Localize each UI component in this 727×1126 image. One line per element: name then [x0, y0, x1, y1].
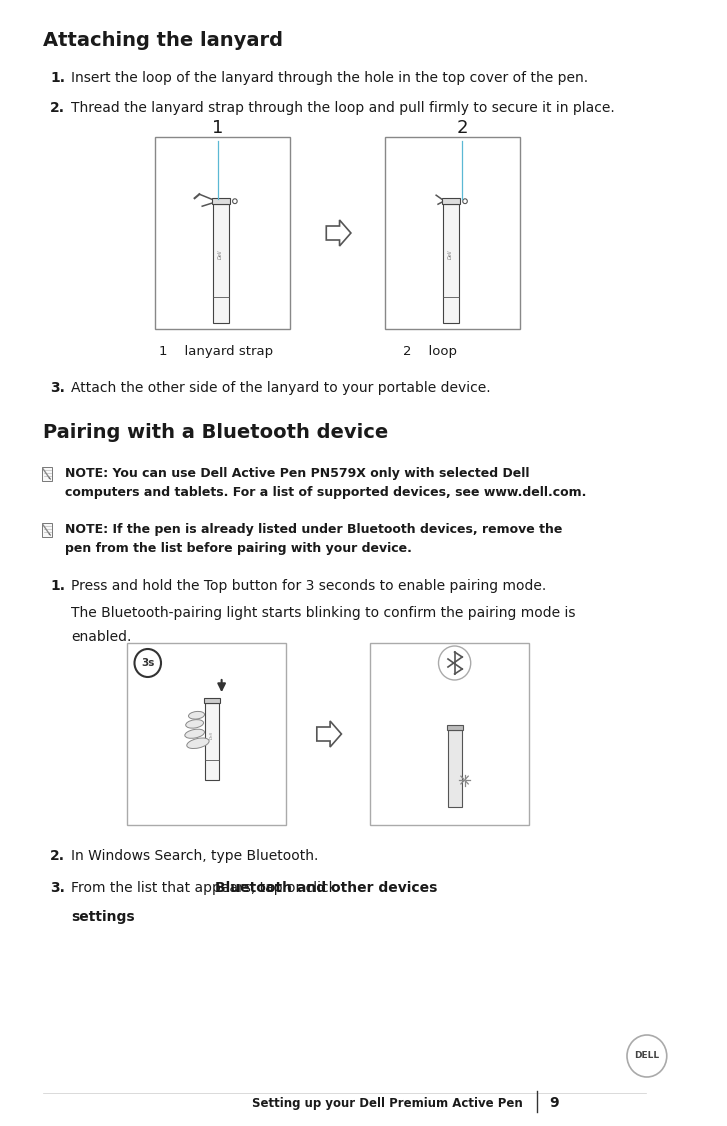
Bar — [205, 703, 220, 779]
Bar — [156, 137, 290, 329]
Bar — [212, 198, 230, 204]
Text: .: . — [89, 910, 93, 923]
Text: Attach the other side of the lanyard to your portable device.: Attach the other side of the lanyard to … — [71, 381, 491, 395]
Text: NOTE: You can use Dell Active Pen PN579X only with selected Dell
computers and t: NOTE: You can use Dell Active Pen PN579X… — [65, 467, 587, 499]
Text: The Bluetooth-pairing light starts blinking to confirm the pairing mode is: The Bluetooth-pairing light starts blink… — [71, 606, 576, 620]
Text: Insert the loop of the lanyard through the hole in the top cover of the pen.: Insert the loop of the lanyard through t… — [71, 71, 588, 84]
Text: 1    lanyard strap: 1 lanyard strap — [159, 345, 273, 358]
Circle shape — [233, 199, 237, 204]
Text: 3s: 3s — [141, 658, 154, 668]
Text: DELL: DELL — [635, 1052, 659, 1061]
Text: 2    loop: 2 loop — [403, 345, 457, 358]
Text: 2.: 2. — [50, 101, 65, 115]
Circle shape — [463, 199, 467, 204]
Bar — [448, 731, 462, 807]
Text: 2.: 2. — [50, 849, 65, 863]
Text: In Windows Search, type Bluetooth.: In Windows Search, type Bluetooth. — [71, 849, 318, 863]
Text: Pairing with a Bluetooth device: Pairing with a Bluetooth device — [43, 423, 388, 443]
Text: Dell: Dell — [449, 249, 454, 259]
Polygon shape — [317, 721, 342, 747]
Bar — [212, 204, 229, 323]
Text: From the list that appears, tap or click: From the list that appears, tap or click — [71, 881, 341, 895]
Text: Press and hold the Top button for 3 seconds to enable pairing mode.: Press and hold the Top button for 3 seco… — [71, 579, 546, 593]
Text: enabled.: enabled. — [71, 631, 132, 644]
Text: settings: settings — [71, 910, 134, 923]
Text: Bluetooth and other devices: Bluetooth and other devices — [215, 881, 438, 895]
Text: 9: 9 — [549, 1096, 558, 1110]
Text: 1: 1 — [212, 119, 223, 137]
Circle shape — [134, 649, 161, 677]
Bar — [446, 725, 462, 731]
Text: Thread the lanyard strap through the loop and pull firmly to secure it in place.: Thread the lanyard strap through the loo… — [71, 101, 615, 115]
Text: 2: 2 — [457, 119, 468, 137]
Text: Dell: Dell — [210, 731, 214, 739]
Bar — [370, 643, 529, 825]
Ellipse shape — [185, 730, 204, 739]
FancyBboxPatch shape — [42, 522, 52, 536]
Bar — [443, 204, 459, 323]
FancyBboxPatch shape — [42, 466, 52, 481]
Text: Setting up your Dell Premium Active Pen: Setting up your Dell Premium Active Pen — [252, 1097, 522, 1110]
Ellipse shape — [188, 712, 204, 720]
Text: 1.: 1. — [50, 579, 65, 593]
Text: NOTE: If the pen is already listed under Bluetooth devices, remove the
pen from : NOTE: If the pen is already listed under… — [65, 522, 563, 554]
Circle shape — [627, 1035, 667, 1076]
Text: Dell: Dell — [218, 249, 223, 259]
Bar — [204, 698, 220, 703]
Polygon shape — [326, 220, 351, 245]
Circle shape — [438, 646, 470, 680]
Bar — [442, 198, 459, 204]
Ellipse shape — [187, 738, 209, 749]
Text: 1.: 1. — [50, 71, 65, 84]
Text: 3.: 3. — [50, 381, 65, 395]
Ellipse shape — [185, 720, 204, 729]
Bar — [385, 137, 520, 329]
Bar — [127, 643, 286, 825]
Text: Attaching the lanyard: Attaching the lanyard — [43, 32, 283, 50]
Text: 3.: 3. — [50, 881, 65, 895]
